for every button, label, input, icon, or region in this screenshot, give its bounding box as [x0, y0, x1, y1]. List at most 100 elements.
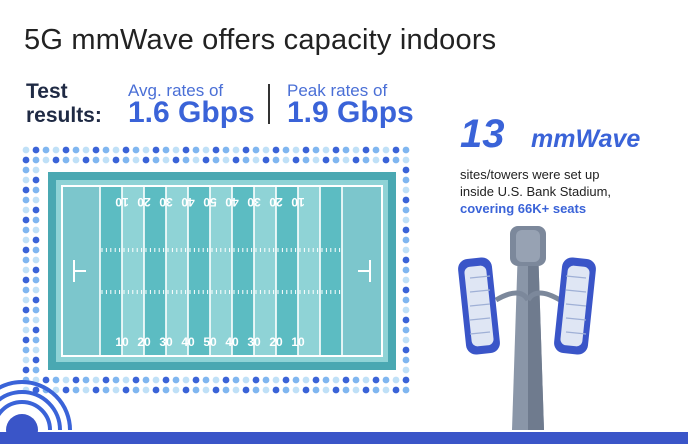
seat-dot	[152, 146, 160, 154]
seat-dot	[92, 386, 100, 394]
seat-dot	[32, 266, 40, 274]
sites-description: sites/towers were set up inside U.S. Ban…	[460, 166, 611, 217]
seat-dot	[402, 276, 410, 284]
yard-number-bottom: 10	[291, 335, 305, 349]
seat-dot	[32, 256, 40, 264]
seat-dot	[32, 296, 40, 304]
sites-unit: mmWave	[531, 125, 641, 153]
seat-dot	[32, 216, 40, 224]
seat-dot	[402, 286, 410, 294]
antenna-left-grid	[469, 303, 491, 307]
seat-dot	[372, 386, 380, 394]
seat-dot	[402, 336, 410, 344]
seat-dot	[402, 346, 410, 354]
tower-arm-right	[525, 290, 562, 303]
seat-dot	[232, 156, 240, 164]
seat-dot	[402, 386, 410, 394]
antenna-right-grid	[565, 289, 587, 293]
seat-dot	[222, 386, 230, 394]
seat-dot	[82, 376, 90, 384]
seat-dot	[32, 316, 40, 324]
seat-dot	[182, 156, 190, 164]
seat-dot	[32, 246, 40, 254]
antenna-right-grid	[565, 331, 587, 335]
seat-dot	[122, 146, 130, 154]
tower-head-face	[516, 230, 540, 262]
field-stripe	[276, 186, 298, 356]
seat-dot	[222, 146, 230, 154]
seat-dot	[32, 226, 40, 234]
seat-dot	[402, 146, 410, 154]
seat-dot	[402, 246, 410, 254]
seat-dot	[402, 186, 410, 194]
page-title: 5G mmWave offers capacity indoors	[24, 24, 497, 56]
sites-count: 13	[460, 112, 505, 156]
seat-dot	[112, 156, 120, 164]
seat-dot	[62, 386, 70, 394]
signal-wave	[0, 389, 62, 431]
bottom-bar	[0, 432, 688, 444]
seat-dot	[142, 386, 150, 394]
seat-dot	[102, 376, 110, 384]
seat-dot	[382, 146, 390, 154]
seat-dot	[22, 196, 30, 204]
seat-dot	[382, 156, 390, 164]
avg-rate-value: 1.6 Gbps	[128, 96, 255, 129]
seat-dot	[52, 386, 60, 394]
field-stripe	[188, 186, 210, 356]
seat-dot	[22, 226, 30, 234]
seat-dot	[302, 156, 310, 164]
seat-dot	[122, 386, 130, 394]
seat-dot	[392, 146, 400, 154]
seat-dot	[202, 146, 210, 154]
yard-number-bottom: 50	[203, 335, 217, 349]
sites-desc-line1: sites/towers were set up	[460, 167, 600, 182]
seat-dot	[262, 376, 270, 384]
seat-dot	[22, 216, 30, 224]
antenna-left-grid	[469, 331, 491, 335]
seat-dot	[32, 386, 40, 394]
seat-dot	[362, 146, 370, 154]
seat-dot	[242, 146, 250, 154]
seat-dot	[192, 376, 200, 384]
seat-dot	[132, 376, 140, 384]
seat-dot	[112, 376, 120, 384]
seat-dot	[122, 156, 130, 164]
seat-dot	[72, 156, 80, 164]
seat-dot	[402, 326, 410, 334]
seat-dot	[72, 376, 80, 384]
seat-dot	[222, 376, 230, 384]
seat-dot	[192, 156, 200, 164]
seat-dot	[292, 156, 300, 164]
yard-number-top: 10	[115, 195, 129, 209]
seat-dot	[352, 146, 360, 154]
seat-dot	[32, 186, 40, 194]
seat-dot	[32, 196, 40, 204]
seat-dot	[52, 156, 60, 164]
seat-dot	[32, 356, 40, 364]
seat-dot	[282, 146, 290, 154]
seat-dot	[22, 266, 30, 274]
seat-dot	[272, 156, 280, 164]
seat-dot	[282, 386, 290, 394]
seat-dot	[392, 386, 400, 394]
seat-dot	[402, 156, 410, 164]
seat-dot	[402, 316, 410, 324]
seat-dot	[32, 156, 40, 164]
seat-dot	[142, 376, 150, 384]
seat-dot	[22, 236, 30, 244]
seat-dot	[32, 346, 40, 354]
seat-dot	[292, 386, 300, 394]
seat-dot	[62, 156, 70, 164]
seat-dot	[162, 376, 170, 384]
antenna-right-grid	[565, 275, 587, 279]
seat-dot	[342, 156, 350, 164]
seat-dot	[372, 156, 380, 164]
seat-dot	[152, 156, 160, 164]
seat-dot	[402, 216, 410, 224]
seat-dot	[302, 386, 310, 394]
yard-number-bottom: 30	[159, 335, 173, 349]
seat-dot	[152, 386, 160, 394]
seat-dot	[132, 146, 140, 154]
seat-dot	[22, 256, 30, 264]
